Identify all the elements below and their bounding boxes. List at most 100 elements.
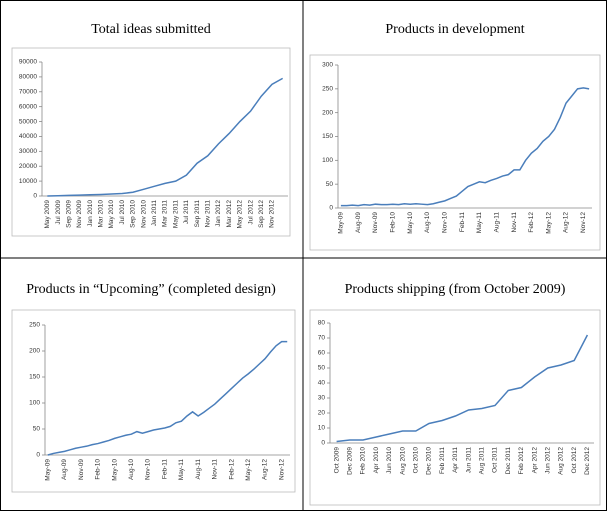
y-tick-label: 10000 [19, 178, 37, 185]
x-tick-label: Aug-12 [262, 459, 269, 480]
x-tick-label: Feb 2010 [360, 447, 367, 475]
x-tick-label: Feb-10 [95, 459, 102, 480]
x-tick-label: Oct 2009 [333, 447, 340, 474]
x-tick-label: Nov-09 [78, 459, 85, 480]
chart-area [11, 47, 291, 237]
y-tick-label: 200 [29, 348, 40, 355]
x-tick-label: Oct 2010 [413, 447, 420, 474]
x-tick-label: Nov-11 [511, 212, 518, 233]
x-tick-label: Aug-10 [424, 212, 431, 233]
y-tick-label: 100 [29, 400, 40, 407]
y-tick-label: 70000 [19, 88, 37, 95]
x-tick-label: Feb-12 [228, 459, 235, 480]
y-tick-label: 150 [29, 374, 40, 381]
y-tick-label: 50 [326, 181, 334, 188]
x-tick-label: Aug-09 [355, 212, 362, 233]
x-tick-label: Jan 2012 [215, 200, 222, 227]
y-tick-label: 60 [318, 350, 326, 357]
y-tick-label: 60000 [19, 103, 37, 110]
x-tick-label: Feb-10 [390, 212, 397, 233]
y-tick-label: 250 [29, 322, 40, 329]
x-tick-label: Apr 2012 [531, 447, 538, 474]
x-tick-label: Feb-12 [528, 212, 535, 233]
x-tick-label: Jul 2010 [119, 200, 126, 225]
x-tick-label: Sep 2010 [130, 200, 137, 228]
y-tick-label: 250 [322, 86, 333, 93]
x-tick-label: May-11 [178, 459, 185, 481]
y-tick-label: 0 [33, 193, 37, 200]
x-tick-label: Feb 2012 [518, 447, 525, 475]
y-tick-label: 80 [318, 320, 326, 327]
x-tick-label: May 2012 [237, 200, 244, 229]
x-tick-label: Feb-11 [459, 212, 466, 232]
x-tick-label: Sep 2011 [194, 200, 201, 228]
x-tick-label: Jun 2011 [465, 447, 472, 474]
x-tick-label: Aug-11 [493, 212, 500, 233]
chart-area [309, 309, 601, 506]
y-tick-label: 30000 [19, 148, 37, 155]
chart-title: Products shipping (from October 2009) [345, 282, 566, 297]
y-tick-label: 50 [33, 426, 41, 433]
data-line [336, 334, 589, 443]
x-tick-label: May-09 [45, 459, 52, 481]
x-tick-label: Mar 2011 [162, 200, 169, 227]
x-tick-label: Aug 2011 [479, 447, 486, 475]
x-tick-label: Dec 2012 [584, 447, 591, 475]
y-tick-label: 30 [318, 395, 326, 402]
x-tick-label: Nov-10 [442, 212, 449, 233]
x-tick-label: Jan 2010 [87, 200, 94, 227]
data-line [340, 87, 590, 207]
x-tick-label: Aug 2010 [399, 447, 406, 475]
x-tick-label: Nov 2011 [205, 200, 212, 228]
x-tick-label: Aug-10 [128, 459, 135, 480]
x-tick-label: Aug-09 [61, 459, 68, 480]
y-tick-label: 150 [322, 133, 333, 140]
x-tick-label: Dec 2010 [426, 447, 433, 475]
x-tick-label: May-10 [111, 459, 118, 481]
x-tick-label: Nov 2010 [140, 200, 147, 228]
y-tick-label: 300 [322, 62, 333, 69]
x-tick-label: Sep 2012 [258, 200, 265, 228]
x-tick-label: Nov-11 [212, 459, 219, 480]
y-tick-label: 200 [322, 109, 333, 116]
x-tick-label: Oct 2012 [571, 447, 578, 474]
x-tick-label: May-11 [476, 212, 483, 234]
x-tick-label: Aug-11 [195, 459, 202, 480]
x-tick-label: Apr 2011 [452, 447, 459, 473]
x-tick-label: Nov-12 [580, 212, 587, 233]
y-tick-label: 20 [318, 410, 326, 417]
x-tick-label: Nov-09 [372, 212, 379, 233]
x-tick-label: Aug 2012 [558, 447, 565, 475]
x-tick-label: Nov 2009 [76, 200, 83, 228]
data-line [47, 77, 284, 197]
x-tick-label: Jan 2011 [151, 200, 158, 227]
x-tick-label: May 2009 [44, 200, 51, 229]
x-tick-label: May-12 [545, 212, 552, 234]
chart-title: Total ideas submitted [91, 22, 211, 37]
x-tick-label: Jul 2009 [55, 200, 62, 225]
x-tick-label: May-12 [245, 459, 252, 481]
x-tick-label: Aug-12 [563, 212, 570, 233]
chart-title: Products in development [385, 22, 524, 37]
x-tick-label: May-09 [338, 212, 345, 234]
y-tick-label: 80000 [19, 74, 37, 81]
chart-area [309, 54, 601, 251]
chart-title: Products in “Upcoming” (completed design… [26, 282, 276, 297]
x-tick-label: Feb-11 [161, 459, 168, 479]
y-tick-label: 50000 [19, 118, 37, 125]
x-tick-label: Nov 2012 [269, 200, 276, 228]
x-tick-label: Feb 2011 [439, 447, 446, 474]
y-tick-label: 20000 [19, 163, 37, 170]
x-tick-label: Mar 2012 [226, 200, 233, 228]
y-tick-label: 40 [318, 380, 326, 387]
y-tick-label: 0 [321, 440, 325, 447]
x-tick-label: Oct 2011 [492, 447, 499, 473]
chart-area [11, 309, 296, 493]
x-tick-label: Jun 2010 [386, 447, 393, 474]
x-tick-label: Jul 2012 [247, 200, 254, 225]
x-tick-label: Mar 2010 [98, 200, 105, 228]
y-tick-label: 40000 [19, 133, 37, 140]
x-tick-label: Jun 2012 [545, 447, 552, 474]
y-tick-label: 50 [318, 365, 326, 372]
